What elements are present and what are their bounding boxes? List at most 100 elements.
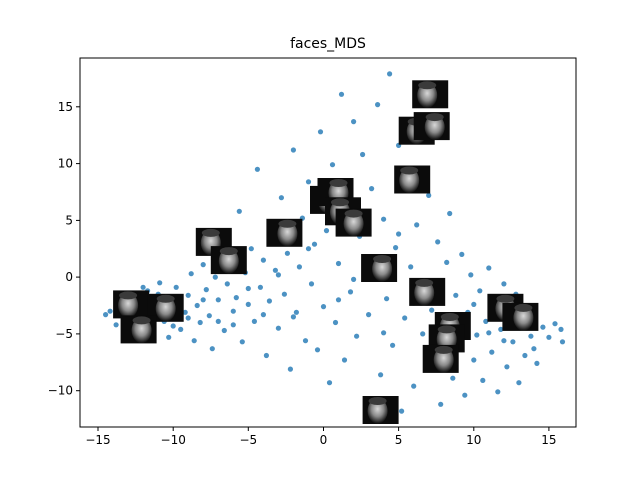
data-point xyxy=(308,281,315,287)
data-point xyxy=(390,342,396,348)
data-point xyxy=(381,330,387,336)
data-point xyxy=(366,312,372,318)
data-point xyxy=(552,321,558,327)
face-thumbnail xyxy=(502,302,539,331)
data-point xyxy=(483,318,489,324)
y-tick-label: −5 xyxy=(55,327,73,341)
data-point xyxy=(540,324,546,330)
data-point xyxy=(528,333,534,339)
face-thumbnail xyxy=(413,112,450,141)
plot-area xyxy=(103,71,566,424)
data-point xyxy=(290,314,296,320)
data-point xyxy=(284,250,290,256)
data-point xyxy=(341,357,348,363)
face-thumbnail xyxy=(266,218,303,247)
data-point xyxy=(558,326,564,332)
data-point xyxy=(534,360,540,366)
data-point xyxy=(230,308,236,314)
data-point xyxy=(402,315,408,321)
data-point xyxy=(278,195,284,201)
x-tick-label: −10 xyxy=(161,433,186,447)
data-point xyxy=(182,309,188,315)
data-point xyxy=(272,267,278,273)
data-point xyxy=(381,216,387,222)
data-point xyxy=(335,297,342,303)
data-point xyxy=(173,284,179,290)
face-thumbnail xyxy=(412,80,449,109)
data-point xyxy=(170,323,176,329)
data-point xyxy=(326,380,333,386)
data-point xyxy=(281,291,287,297)
data-point xyxy=(233,295,239,301)
data-point xyxy=(221,327,227,334)
data-point xyxy=(414,222,420,228)
data-point xyxy=(393,245,399,251)
data-point xyxy=(546,334,552,340)
data-point xyxy=(384,296,390,302)
data-point xyxy=(351,119,357,125)
data-point xyxy=(293,309,299,315)
y-tick-label: 5 xyxy=(65,213,73,227)
data-point xyxy=(257,284,263,290)
data-point xyxy=(103,312,109,318)
data-point xyxy=(317,129,324,135)
data-point xyxy=(140,284,146,290)
data-point xyxy=(311,241,318,247)
data-point xyxy=(203,287,209,293)
data-point xyxy=(447,210,453,217)
data-point xyxy=(489,349,495,355)
data-point xyxy=(212,274,218,280)
data-point xyxy=(450,375,456,381)
data-point xyxy=(504,364,510,370)
data-point xyxy=(471,301,477,307)
data-point xyxy=(516,380,522,386)
data-point xyxy=(113,322,119,328)
data-point xyxy=(559,339,566,345)
face-thumbnail xyxy=(335,208,372,237)
data-point xyxy=(429,307,435,313)
data-point xyxy=(314,347,321,353)
x-tick-label: −5 xyxy=(239,433,257,447)
data-point xyxy=(438,401,444,407)
data-point xyxy=(188,271,194,277)
face-thumbnail xyxy=(394,165,431,194)
data-point xyxy=(498,326,504,332)
data-point xyxy=(200,297,206,303)
data-point xyxy=(387,71,393,77)
data-point xyxy=(245,301,251,307)
data-point xyxy=(206,313,212,319)
data-point xyxy=(329,162,336,168)
x-tick-label: −15 xyxy=(85,433,110,447)
data-point xyxy=(522,352,528,359)
data-point xyxy=(224,281,230,287)
data-point xyxy=(209,346,215,352)
data-point xyxy=(477,288,483,294)
data-point xyxy=(230,322,236,328)
face-thumbnail xyxy=(210,246,247,275)
data-point xyxy=(200,262,206,268)
data-point xyxy=(323,228,330,234)
data-point xyxy=(435,239,441,245)
data-point xyxy=(531,346,537,352)
data-point xyxy=(215,297,221,303)
data-point xyxy=(194,302,200,309)
data-point xyxy=(453,292,459,298)
face-thumbnail xyxy=(422,344,459,373)
data-point xyxy=(338,91,345,97)
data-point xyxy=(501,281,507,287)
data-point xyxy=(408,264,414,270)
data-point xyxy=(399,408,405,414)
data-point xyxy=(420,331,426,337)
data-point xyxy=(320,304,327,310)
y-tick-label: −10 xyxy=(48,384,73,398)
data-point xyxy=(215,318,221,324)
data-point xyxy=(166,334,172,340)
data-point xyxy=(157,280,163,286)
data-point xyxy=(375,102,381,108)
data-point xyxy=(444,259,450,265)
data-point xyxy=(107,308,113,314)
face-thumbnail xyxy=(361,254,398,282)
data-point xyxy=(185,292,191,298)
data-point xyxy=(495,389,501,395)
y-tick-label: 15 xyxy=(58,100,73,114)
